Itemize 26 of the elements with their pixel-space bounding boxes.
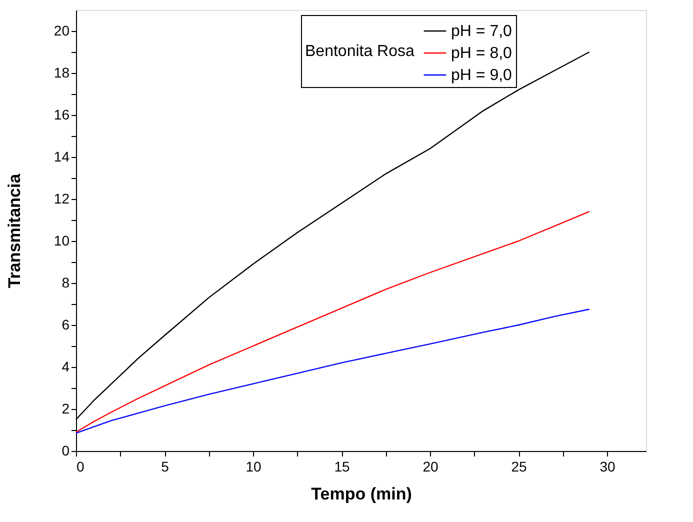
y-tick-label: 16 bbox=[54, 106, 70, 122]
x-tick-label: 10 bbox=[246, 458, 262, 474]
line-series bbox=[75, 211, 590, 433]
legend-title: Bentonita Rosa bbox=[305, 43, 415, 60]
y-tick-label: 6 bbox=[62, 316, 70, 332]
y-axis-title: Transmitancia bbox=[4, 173, 24, 288]
y-tick-label: 4 bbox=[62, 358, 70, 374]
y-tick-label: 14 bbox=[54, 148, 70, 164]
x-tick-label: 5 bbox=[161, 458, 170, 474]
y-tick-label: 0 bbox=[62, 442, 70, 458]
y-tick-label: 10 bbox=[54, 232, 70, 248]
x-tick-label: 20 bbox=[422, 458, 439, 474]
y-tick-label: 20 bbox=[54, 22, 70, 38]
legend-label: pH = 8,0 bbox=[451, 45, 512, 62]
x-tick-label: 0 bbox=[76, 458, 84, 474]
y-tick-label: 18 bbox=[54, 64, 70, 80]
y-tick-label: 12 bbox=[54, 190, 70, 206]
x-tick-label: 25 bbox=[511, 458, 528, 474]
line-series bbox=[75, 308, 590, 434]
legend-label: pH = 7,0 bbox=[451, 23, 512, 40]
legend-label: pH = 9,0 bbox=[451, 67, 512, 84]
x-axis-title: Tempo (min) bbox=[311, 484, 412, 504]
x-tick-label: 30 bbox=[600, 458, 616, 474]
x-tick-label: 15 bbox=[334, 458, 350, 474]
y-tick-label: 8 bbox=[62, 274, 70, 290]
y-tick-label: 2 bbox=[62, 400, 70, 416]
